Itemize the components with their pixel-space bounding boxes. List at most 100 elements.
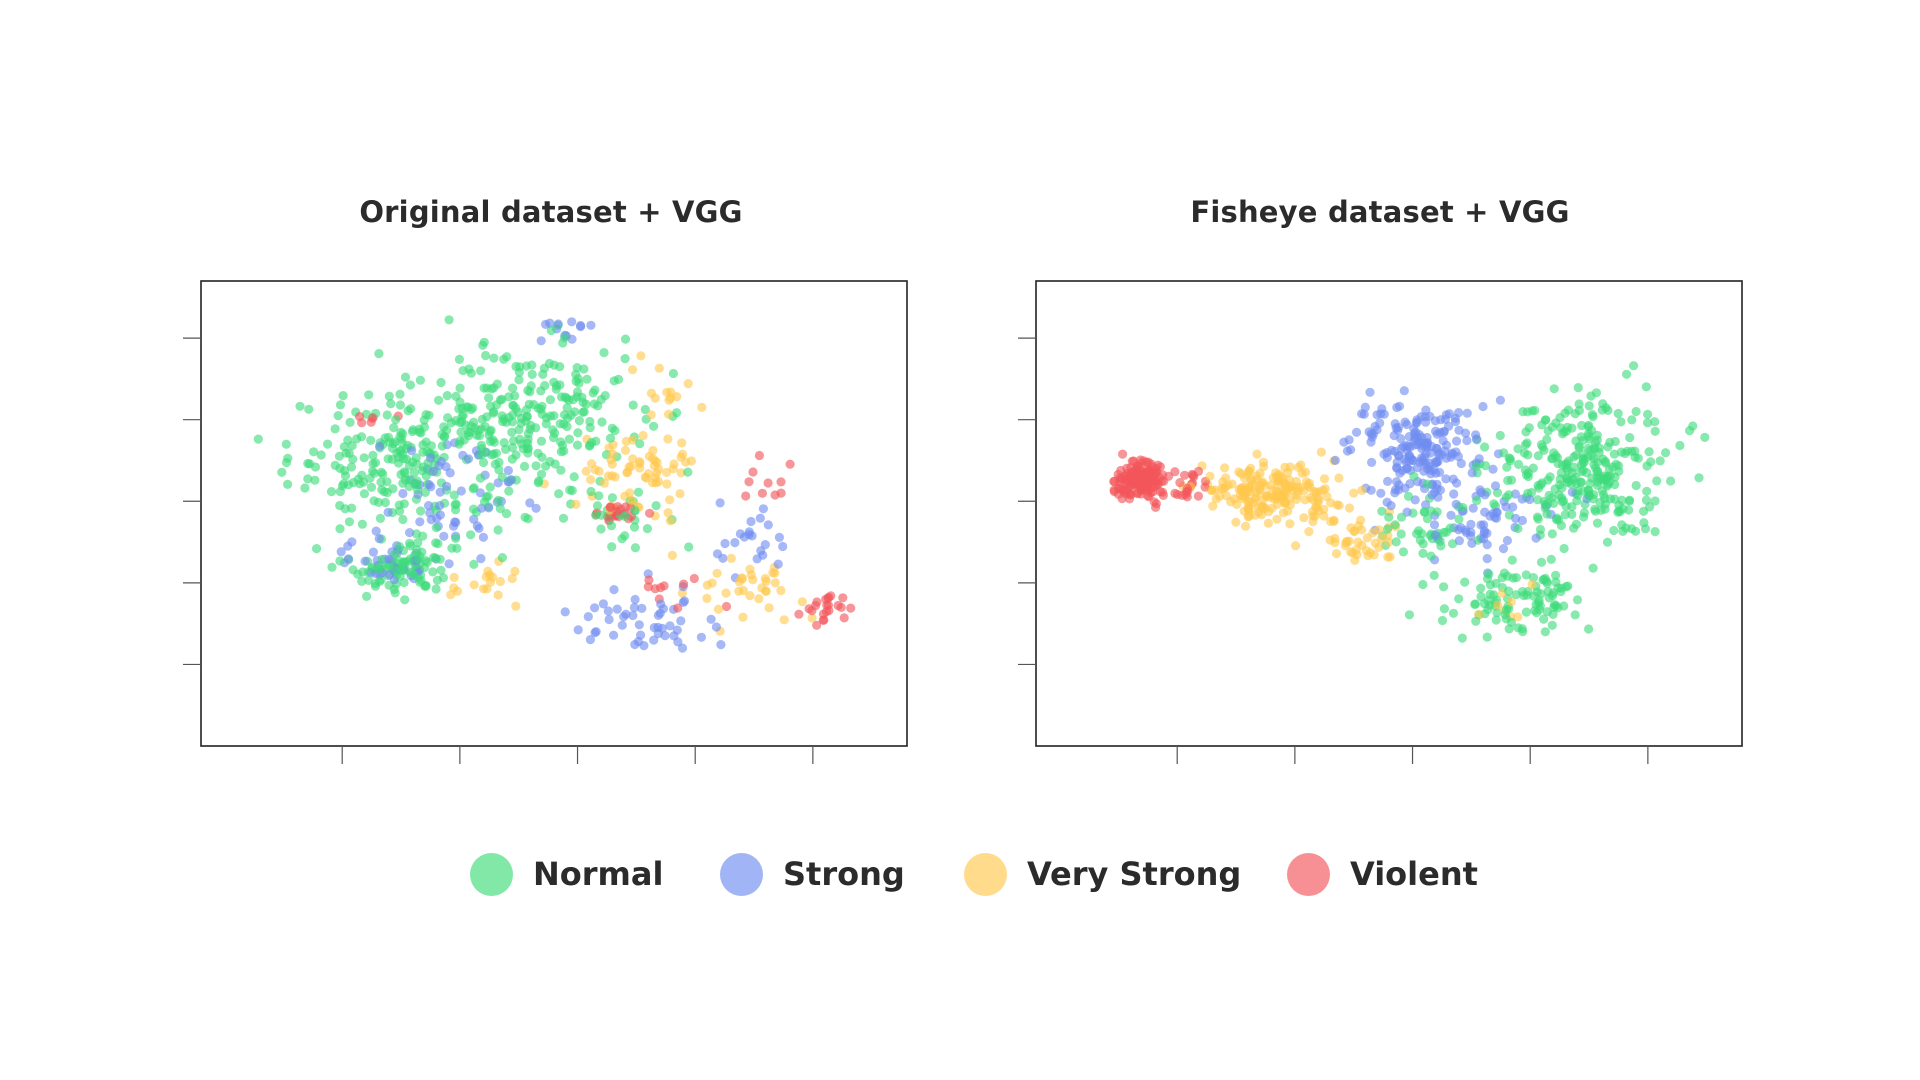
point-very-strong [686, 456, 697, 466]
point-normal [497, 411, 507, 421]
point-normal [1643, 418, 1653, 428]
point-normal [592, 501, 603, 511]
point-normal [533, 448, 543, 458]
point-strong [653, 622, 663, 633]
point-strong [1441, 474, 1451, 484]
point-normal [391, 415, 401, 425]
point-violent [656, 583, 666, 593]
point-normal [374, 349, 384, 359]
point-normal [1571, 450, 1581, 460]
point-normal [1544, 593, 1554, 603]
point-normal [572, 387, 583, 397]
point-very-strong [1285, 519, 1295, 529]
point-very-strong [761, 586, 771, 596]
point-very-strong [738, 612, 748, 622]
point-strong [368, 547, 378, 557]
point-normal [376, 467, 386, 477]
point-normal [1511, 573, 1521, 583]
point-normal [394, 541, 404, 552]
point-normal [1482, 574, 1493, 584]
point-strong [1376, 488, 1386, 498]
point-normal [1377, 506, 1387, 516]
point-normal [316, 450, 326, 460]
legend-item-violent: Violent [1287, 849, 1478, 899]
point-strong [425, 453, 435, 463]
point-normal [464, 431, 474, 441]
point-strong [1392, 402, 1402, 413]
point-normal [1547, 620, 1557, 630]
point-normal [369, 468, 379, 478]
point-normal [554, 489, 564, 499]
point-very-strong [1344, 503, 1355, 513]
point-normal [400, 595, 410, 605]
point-normal [1540, 627, 1550, 637]
point-normal [1610, 436, 1620, 447]
point-normal [489, 353, 499, 363]
point-normal [1685, 426, 1695, 436]
point-strong [617, 620, 627, 630]
point-strong [478, 532, 488, 542]
point-strong [1366, 437, 1376, 447]
point-strong [424, 501, 434, 511]
point-strong [1412, 432, 1423, 442]
point-very-strong [1221, 473, 1231, 483]
point-strong [1498, 544, 1509, 554]
point-strong [1398, 442, 1408, 452]
point-normal [1559, 601, 1569, 611]
point-normal [589, 399, 599, 409]
point-very-strong [1374, 525, 1384, 535]
point-normal [640, 404, 650, 415]
point-normal [1536, 557, 1547, 567]
point-normal [1629, 361, 1639, 371]
point-very-strong [1357, 485, 1367, 495]
point-normal [556, 465, 566, 475]
point-normal [481, 447, 491, 457]
point-normal [1547, 529, 1557, 539]
point-normal [1522, 438, 1532, 448]
point-normal [454, 439, 464, 449]
point-strong [1431, 468, 1441, 478]
point-strong [598, 599, 609, 609]
point-strong [755, 513, 765, 523]
point-normal [1694, 473, 1704, 483]
point-normal [384, 437, 395, 447]
point-normal [482, 383, 492, 393]
point-strong [1466, 527, 1476, 537]
point-normal [1507, 555, 1517, 565]
point-strong [1525, 494, 1535, 505]
point-very-strong [675, 489, 685, 499]
point-normal [485, 482, 495, 492]
point-very-strong [1261, 490, 1272, 500]
point-very-strong [452, 586, 463, 596]
point-normal [560, 392, 570, 402]
legend-label-normal: Normal [533, 855, 664, 893]
point-very-strong [635, 463, 645, 473]
point-normal [1454, 594, 1464, 604]
point-very-strong [1301, 467, 1311, 477]
point-normal [1650, 417, 1660, 427]
legend-item-strong: Strong [720, 849, 905, 899]
point-normal [1610, 479, 1620, 490]
point-normal [405, 380, 415, 390]
point-normal [1476, 583, 1486, 593]
point-strong [573, 625, 583, 635]
point-violent [645, 508, 655, 518]
point-violent [741, 491, 751, 501]
point-very-strong [1349, 488, 1359, 498]
point-strong [1517, 515, 1527, 526]
point-normal [1641, 382, 1651, 392]
point-very-strong [1215, 491, 1225, 501]
point-normal [358, 567, 368, 577]
point-violent [757, 488, 768, 498]
point-very-strong [676, 452, 686, 462]
point-normal [466, 405, 476, 415]
point-strong [1427, 490, 1437, 500]
point-normal [582, 374, 592, 384]
point-normal [559, 333, 570, 343]
point-normal [1480, 442, 1490, 452]
point-very-strong [638, 430, 648, 441]
point-normal [1501, 492, 1511, 502]
point-normal [559, 446, 569, 456]
point-strong [567, 317, 577, 327]
point-violent [838, 593, 848, 603]
